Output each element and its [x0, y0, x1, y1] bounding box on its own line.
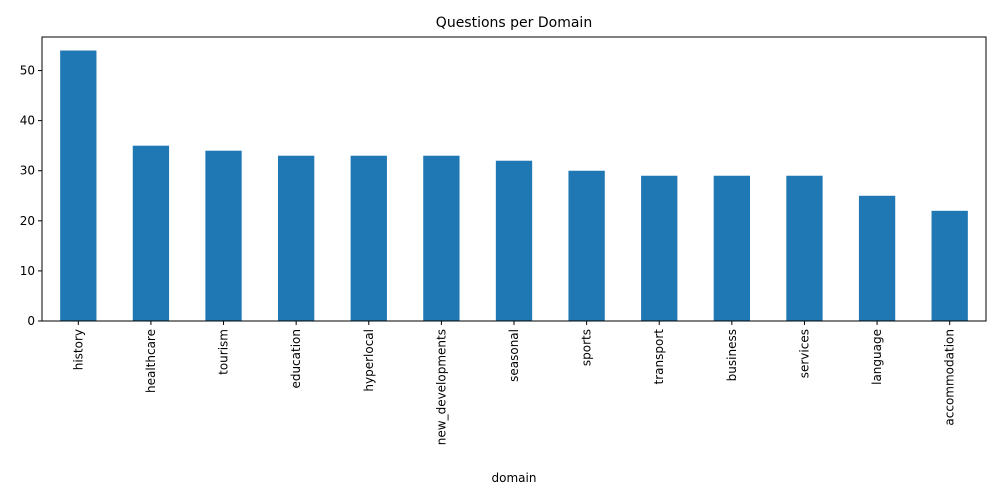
x-tick-label: history	[71, 329, 85, 370]
x-tick-label: education	[289, 329, 303, 389]
x-tick-label: seasonal	[507, 329, 521, 382]
y-tick-label: 20	[20, 214, 35, 228]
plot-frame	[41, 36, 987, 322]
y-tick-label: 30	[20, 164, 35, 178]
x-tick-label: business	[725, 329, 739, 381]
x-tick-label: hyperlocal	[362, 329, 376, 392]
bar-accommodation	[931, 210, 968, 321]
x-tick-label: language	[870, 329, 884, 385]
y-tick-label: 10	[20, 264, 35, 278]
bar-education	[278, 155, 315, 321]
x-tick-label: transport	[652, 329, 666, 385]
x-tick-label: services	[797, 329, 811, 378]
bar-new_developments	[423, 155, 460, 321]
y-axis: 0 10 20 30 40 50	[20, 64, 42, 328]
x-tick-label: healthcare	[144, 329, 158, 393]
bar-tourism	[205, 150, 242, 321]
x-tick-label: sports	[580, 329, 594, 366]
bar-hyperlocal	[350, 155, 387, 321]
bar-business	[713, 175, 750, 321]
bars-layer	[60, 50, 968, 322]
x-tick-label: accommodation	[943, 329, 957, 426]
bar-services	[786, 175, 823, 321]
y-tick-label: 50	[20, 64, 35, 78]
x-tick-label: new_developments	[434, 329, 448, 445]
bar-language	[858, 195, 896, 321]
bar-transport	[641, 175, 678, 321]
bar-healthcare	[132, 145, 170, 321]
x-axis: history healthcare tourism education hyperlo…	[71, 321, 957, 445]
chart-title: Questions per Domain	[436, 15, 592, 31]
x-axis-label: domain	[492, 471, 537, 485]
bar-sports	[568, 170, 605, 321]
x-tick-label: tourism	[217, 329, 231, 375]
y-tick-label: 40	[20, 114, 35, 128]
y-tick-label: 0	[27, 314, 35, 328]
bar-seasonal	[495, 160, 533, 321]
bar-history	[60, 50, 97, 322]
